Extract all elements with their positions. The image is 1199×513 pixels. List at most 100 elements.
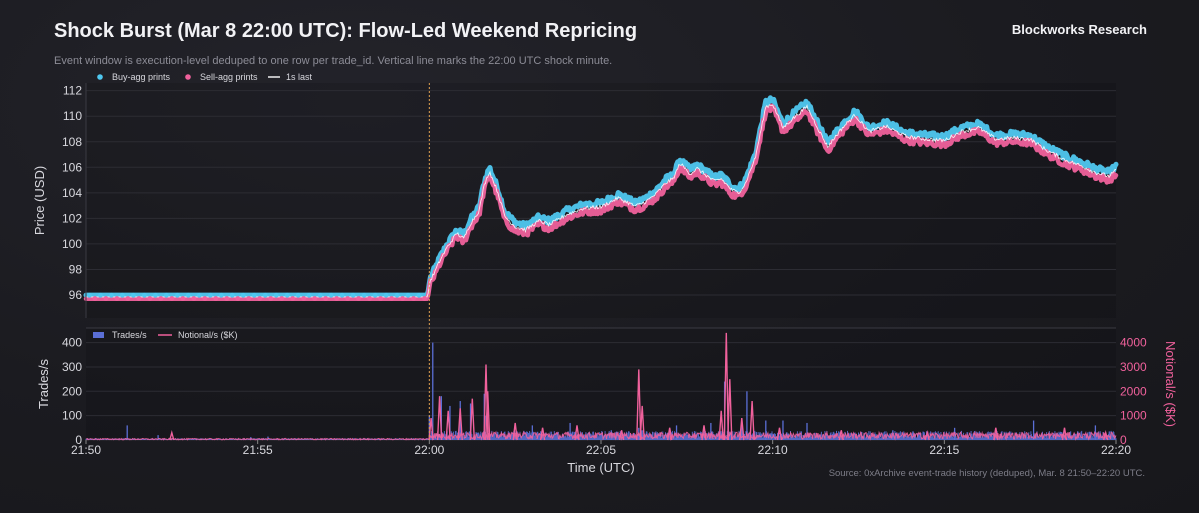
buy-print-dot	[141, 292, 147, 298]
price-tick-label: 96	[69, 288, 83, 302]
sell-print-dot	[180, 296, 186, 301]
activity-legend-label: Notional/s ($K)	[178, 330, 238, 340]
sell-print-dot	[312, 296, 318, 301]
x-tick-label: 22:00	[414, 443, 444, 457]
notional-per-second-line	[86, 430, 1117, 441]
buy-print-dot	[207, 292, 213, 298]
buy-print-dot	[295, 292, 301, 298]
x-tick-label: 22:10	[758, 443, 788, 457]
price-panel: 96 98 100 102 104 106 108 110 112 Price (USD) Buy-…	[32, 72, 1119, 318]
notional-tick-label: 0	[1120, 433, 1127, 447]
sell-print-dot	[279, 296, 285, 301]
notional-spike	[485, 391, 491, 441]
notional-spike	[838, 430, 844, 441]
trades-tick-label: 200	[62, 384, 82, 398]
buy-print-dot	[372, 292, 378, 298]
buy-print-dot	[98, 292, 103, 298]
notional-spike	[776, 427, 783, 441]
brand-label: Blockworks Research	[1011, 22, 1147, 37]
notional-spike	[1061, 427, 1068, 441]
notional-spike	[924, 430, 930, 441]
sell-print-dot	[235, 296, 241, 301]
price-axis-label: Price (USD)	[32, 166, 47, 235]
sell-print-dot	[114, 296, 120, 301]
price-legend: Buy-agg prints Sell-agg prints 1s last	[97, 72, 313, 82]
notional-spike	[469, 398, 475, 441]
buy-print-dot	[416, 292, 422, 298]
activity-legend-marker	[93, 332, 104, 338]
trades-tick-label: 0	[75, 433, 82, 447]
sell-print-dot	[147, 296, 153, 301]
x-tick-label: 21:55	[243, 443, 273, 457]
notional-tick-label: 1000	[1120, 409, 1147, 423]
price-tick-label: 100	[62, 237, 82, 251]
activity-plot-area	[86, 328, 1116, 440]
notional-spike	[993, 427, 999, 441]
buy-print-dot	[163, 292, 169, 298]
sell-print-dot	[125, 296, 131, 301]
buy-print-dot	[196, 292, 202, 298]
price-legend-marker	[97, 74, 103, 80]
buy-print-dot	[306, 292, 312, 298]
sell-print-dot	[246, 296, 252, 301]
x-tick-label: 22:05	[586, 443, 616, 457]
buy-print-dot	[240, 292, 246, 298]
sell-print-dot	[213, 296, 219, 301]
x-axis-label: Time (UTC)	[567, 460, 634, 475]
buy-print-dot	[394, 292, 400, 298]
sell-print-dot	[400, 296, 405, 301]
price-legend-label: Sell-agg prints	[200, 72, 258, 82]
notional-spike	[727, 379, 733, 441]
sell-print-dot	[411, 296, 416, 301]
price-tick-label: 106	[62, 160, 82, 174]
notional-tick-label: 2000	[1120, 384, 1147, 398]
activity-legend-label: Trades/s	[112, 330, 147, 340]
buy-print-dot	[383, 292, 389, 298]
price-tick-label: 98	[69, 262, 83, 276]
chart-title: Shock Burst (Mar 8 22:00 UTC): Flow-Led …	[54, 20, 638, 42]
notional-spike	[169, 430, 175, 441]
trades-tick-label: 100	[62, 409, 82, 423]
sell-print-dot	[103, 296, 109, 301]
notional-spike	[1103, 430, 1109, 441]
x-tick-label: 21:50	[71, 443, 101, 457]
sell-print-dot	[224, 296, 230, 301]
sell-print-dot	[202, 296, 208, 301]
sell-print-dot	[389, 296, 394, 301]
buy-print-dot	[87, 292, 92, 298]
notional-spike	[749, 400, 755, 441]
buy-print-dot	[185, 292, 191, 298]
price-tick-label: 104	[62, 186, 82, 200]
buy-print-dot	[174, 292, 180, 298]
notional-spike	[512, 422, 518, 441]
buy-print-dot	[119, 292, 125, 298]
buy-print-dot	[152, 292, 158, 298]
buy-agg-prints	[83, 95, 1119, 298]
last-1s-line	[86, 103, 1117, 298]
notional-spike	[723, 332, 729, 441]
buy-print-dot	[361, 292, 367, 298]
price-legend-label: 1s last	[286, 72, 313, 82]
sell-print-dot	[367, 296, 372, 301]
notional-spike	[701, 425, 707, 441]
sell-print-dot	[268, 296, 274, 301]
notional-spike	[436, 396, 443, 441]
sell-print-dot	[257, 296, 263, 301]
trades-axis-label: Trades/s	[36, 358, 51, 409]
sell-print-dot	[378, 296, 383, 301]
notional-spike	[639, 405, 645, 441]
buy-print-dot	[229, 292, 235, 298]
buy-print-dot	[273, 292, 279, 298]
sell-print-dot	[191, 296, 197, 301]
notional-spike	[445, 410, 451, 441]
buy-print-dot	[251, 292, 257, 298]
notional-spike	[718, 410, 724, 441]
buy-print-dot	[328, 292, 334, 298]
price-tick-label: 112	[63, 84, 82, 98]
buy-print-dot	[339, 292, 345, 298]
x-tick-label: 22:15	[929, 443, 959, 457]
buy-print-dot	[130, 292, 136, 298]
sell-print-dot	[334, 296, 340, 301]
price-tick-label: 110	[63, 109, 82, 123]
